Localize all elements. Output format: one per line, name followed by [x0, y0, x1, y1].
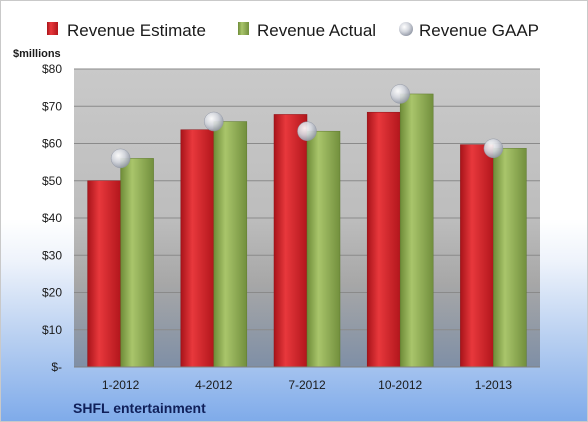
bar-revenue-actual: [120, 158, 154, 368]
x-tick-label: 1-2012: [102, 378, 140, 392]
bar-revenue-actual: [306, 130, 341, 368]
y-tick-label: $10: [42, 323, 62, 337]
legend-swatch-actual: [238, 22, 249, 35]
marker-revenue-gaap: [204, 111, 224, 132]
bar-revenue-actual: [213, 121, 248, 368]
y-tick-label: $-: [51, 360, 62, 374]
bar-revenue-actual: [493, 148, 527, 368]
bar-revenue-estimate: [366, 111, 401, 368]
y-tick-label: $80: [42, 62, 62, 76]
y-tick-label: $20: [42, 286, 62, 300]
company-name: SHFL entertainment: [73, 400, 206, 416]
legend-label-gaap: Revenue GAAP: [419, 21, 539, 40]
marker-revenue-gaap: [110, 148, 131, 169]
legend-label-estimate: Revenue Estimate: [67, 21, 206, 40]
marker-revenue-gaap: [483, 138, 504, 159]
y-axis-unit-label: $millions: [13, 48, 61, 60]
x-tick-label: 1-2013: [475, 378, 513, 392]
x-tick-label: 4-2012: [195, 378, 233, 392]
y-tick-label: $50: [42, 174, 62, 188]
y-tick-label: $30: [42, 248, 62, 262]
marker-revenue-gaap: [390, 84, 410, 104]
legend: Revenue Estimate Revenue Actual Revenue …: [47, 21, 539, 40]
y-tick-label: $60: [42, 137, 62, 151]
legend-label-actual: Revenue Actual: [257, 21, 376, 40]
bar-revenue-actual: [399, 93, 434, 368]
bar-revenue-estimate: [180, 129, 215, 368]
x-tick-label: 7-2012: [288, 378, 326, 392]
bar-revenue-estimate: [273, 114, 308, 368]
marker-revenue-gaap: [297, 121, 317, 141]
x-tick-label: 10-2012: [378, 378, 422, 392]
legend-item-gaap: Revenue GAAP: [399, 21, 539, 40]
legend-swatch-gaap: [399, 22, 413, 36]
y-tick-label: $70: [42, 99, 62, 113]
legend-swatch-estimate: [47, 22, 58, 35]
bar-revenue-estimate: [460, 144, 494, 368]
bar-revenue-estimate: [87, 180, 121, 368]
y-tick-label: $40: [42, 211, 62, 225]
legend-item-actual: Revenue Actual: [238, 21, 376, 40]
legend-item-estimate: Revenue Estimate: [47, 21, 206, 40]
